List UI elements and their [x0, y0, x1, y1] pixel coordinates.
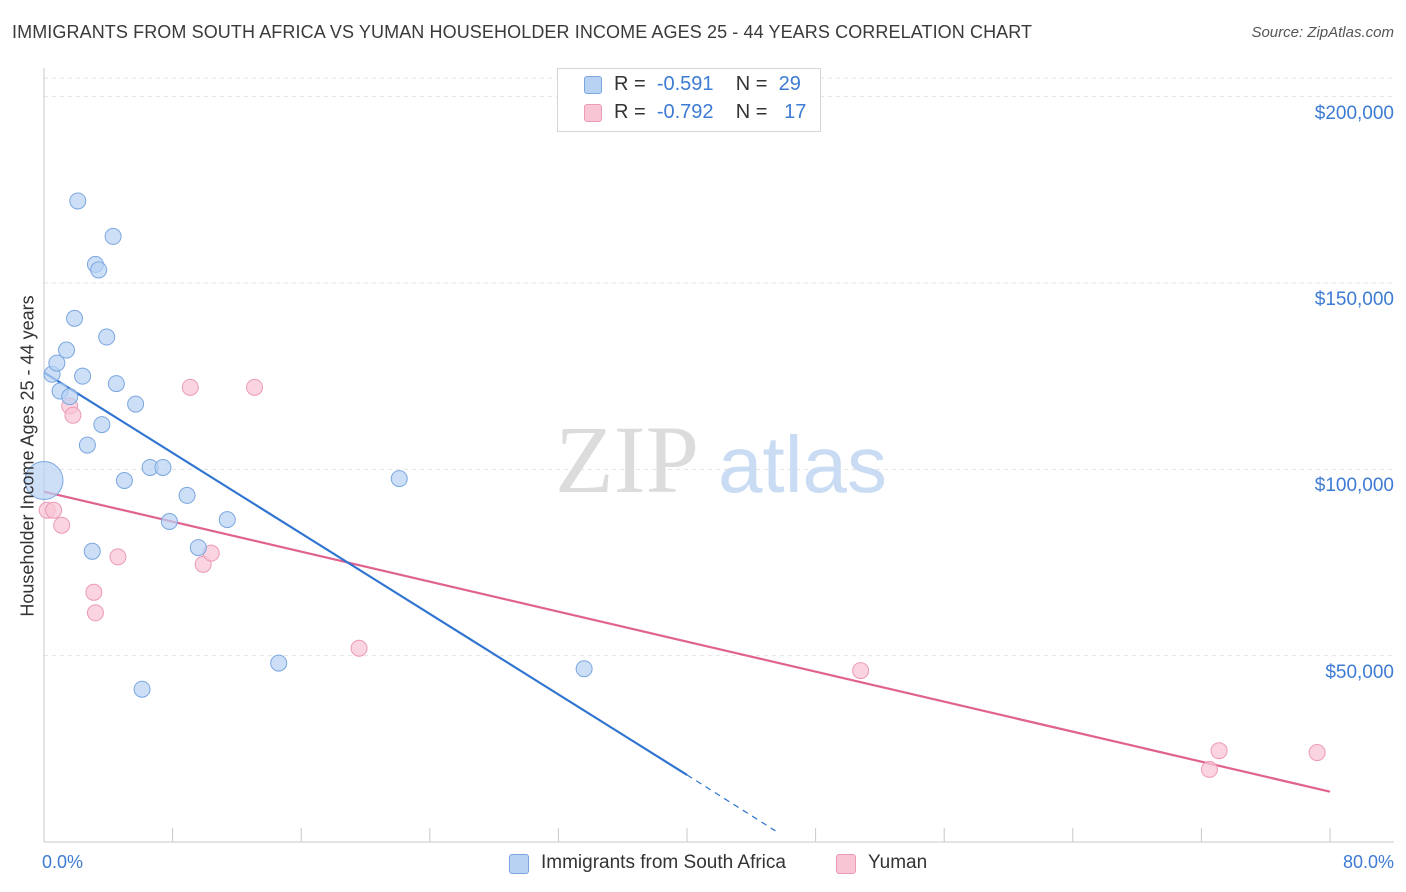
data-point-south-africa — [218, 511, 236, 529]
data-point-yuman — [181, 378, 199, 396]
data-point-south-africa — [58, 341, 76, 359]
watermark-atlas: atlas — [718, 420, 887, 509]
data-point-yuman — [86, 604, 104, 622]
legend-r-value: -0.591 — [656, 73, 714, 95]
data-point-yuman — [64, 406, 82, 424]
grid-lines — [44, 77, 1394, 657]
data-point-south-africa — [78, 436, 96, 454]
watermark: ZIP atlas — [555, 406, 887, 513]
bottom-legend-swatch-series2 — [836, 854, 856, 874]
data-point-south-africa — [69, 192, 87, 210]
data-point-yuman — [45, 501, 63, 519]
trend-lines — [43, 371, 1331, 832]
data-point-south-africa — [154, 458, 172, 476]
data-point-south-africa — [270, 654, 288, 672]
source-label: Source: ZipAtlas.com — [1251, 24, 1394, 41]
y-tick-label: $200,000 — [1314, 102, 1394, 124]
chart-title: IMMIGRANTS FROM SOUTH AFRICA VS YUMAN HO… — [12, 22, 1033, 42]
bottom-legend-label-series2: Yuman — [868, 852, 928, 873]
data-point-south-africa — [575, 660, 593, 678]
data-point-south-africa — [178, 486, 196, 504]
data-point-yuman — [85, 583, 103, 601]
data-point-south-africa — [133, 680, 151, 698]
data-point-yuman — [109, 548, 127, 566]
y-tick-label: $150,000 — [1314, 288, 1394, 310]
legend-n-label: N = — [735, 101, 768, 123]
data-point-south-africa — [61, 388, 79, 406]
legend-swatch-series1 — [584, 76, 602, 94]
legend-r-value: -0.792 — [656, 101, 714, 123]
x-tick-label-min: 0.0% — [42, 852, 84, 872]
data-point-south-africa — [24, 460, 64, 500]
data-point-yuman — [350, 639, 368, 657]
bottom-legend-swatch-series1 — [509, 854, 529, 874]
data-point-yuman — [246, 378, 264, 396]
data-point-south-africa — [83, 542, 101, 560]
data-point-yuman — [1308, 744, 1326, 762]
data-point-south-africa — [93, 416, 111, 434]
legend-r-label: R = — [614, 73, 646, 95]
data-point-south-africa — [66, 309, 84, 327]
trend-line-yuman — [43, 490, 1331, 793]
data-point-south-africa — [127, 395, 145, 413]
data-point-yuman — [1210, 742, 1228, 760]
legend-text-series2: R = -0.792 N = 17 — [614, 101, 806, 124]
data-point-yuman — [53, 516, 71, 534]
legend-swatch-series2 — [584, 104, 602, 122]
data-point-south-africa — [74, 367, 92, 385]
data-point-yuman — [1200, 760, 1218, 778]
data-point-south-africa — [104, 227, 122, 245]
legend-n-value: 17 — [784, 101, 807, 123]
y-tick-label: $50,000 — [1325, 661, 1394, 683]
legend-n-label: N = — [735, 73, 768, 95]
legend-text-series1: R = -0.591 N = 29 — [614, 73, 801, 96]
legend-r-label: R = — [614, 101, 646, 123]
data-point-south-africa — [107, 375, 125, 393]
data-point-south-africa — [189, 539, 207, 557]
data-points — [24, 192, 1326, 778]
data-point-yuman — [852, 662, 870, 680]
bottom-legend-label-series1: Immigrants from South Africa — [541, 852, 786, 873]
stats-legend: R = -0.591 N = 29 R = -0.792 N = 17 — [557, 68, 821, 132]
data-point-south-africa — [115, 471, 133, 489]
y-tick-label: $100,000 — [1314, 475, 1394, 497]
data-point-south-africa — [98, 328, 116, 346]
data-point-south-africa — [90, 261, 108, 279]
axes — [43, 68, 1394, 843]
y-axis-label: Householder Income Ages 25 - 44 years — [17, 295, 38, 617]
watermark-zip: ZIP — [555, 406, 699, 513]
trend-line-south-africa — [43, 371, 688, 776]
trend-line-south-africa-extension — [686, 774, 776, 832]
data-point-south-africa — [390, 470, 408, 488]
data-point-south-africa — [48, 354, 66, 372]
data-point-south-africa — [160, 512, 178, 530]
x-tick-label-max: 80.0% — [1342, 852, 1394, 872]
legend-n-value: 29 — [778, 73, 801, 95]
